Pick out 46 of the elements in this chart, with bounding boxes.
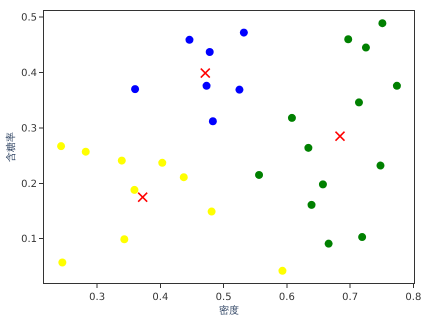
point xyxy=(240,28,248,37)
y-tick-label: 0.3 xyxy=(21,123,37,134)
y-tick-label: 0.5 xyxy=(21,12,37,24)
point xyxy=(202,82,211,90)
point xyxy=(118,156,126,165)
point xyxy=(304,144,312,152)
point xyxy=(208,208,216,216)
point xyxy=(180,173,188,182)
x-tick-label: 0.7 xyxy=(342,292,358,303)
point xyxy=(278,266,286,275)
point xyxy=(235,86,244,94)
point xyxy=(358,233,366,242)
y-tick-label: 0.1 xyxy=(21,234,37,246)
x-axis-title: 密度 xyxy=(219,304,239,316)
point xyxy=(57,142,66,150)
point xyxy=(354,98,363,106)
point xyxy=(137,192,148,202)
point xyxy=(158,158,166,167)
point xyxy=(185,36,194,44)
point xyxy=(344,35,352,44)
point xyxy=(255,170,264,179)
x-tick-label: 0.4 xyxy=(152,292,168,303)
point xyxy=(362,44,370,52)
x-tick-label: 0.6 xyxy=(278,292,295,303)
point xyxy=(392,82,401,90)
point xyxy=(58,258,66,266)
point xyxy=(378,19,386,28)
point xyxy=(308,200,316,209)
x-tick-label: 0.3 xyxy=(89,292,106,303)
point xyxy=(120,235,128,244)
point xyxy=(318,180,327,188)
point xyxy=(200,68,211,78)
point xyxy=(206,48,214,56)
point xyxy=(208,117,217,126)
point xyxy=(130,186,138,194)
point xyxy=(376,162,384,170)
y-axis-title: 含糖率 xyxy=(5,132,18,162)
y-tick-label: 0.4 xyxy=(21,68,37,79)
point xyxy=(288,114,296,122)
point xyxy=(334,130,346,142)
point xyxy=(131,85,140,94)
x-tick-label: 0.5 xyxy=(216,292,232,303)
point xyxy=(82,148,90,156)
point xyxy=(324,240,333,248)
y-tick-label: 0.2 xyxy=(21,178,37,190)
x-tick-label: 0.8 xyxy=(405,292,422,303)
